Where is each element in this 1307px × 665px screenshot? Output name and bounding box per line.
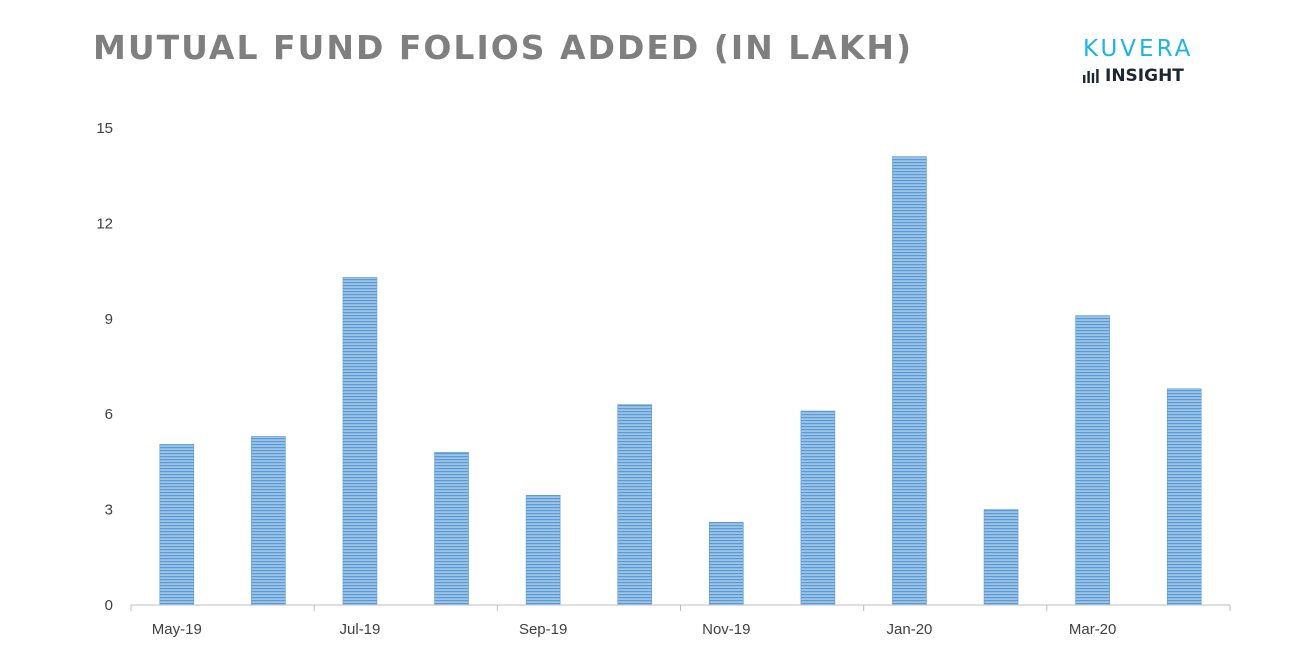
brand-sub-text: INSIGHT xyxy=(1105,66,1184,86)
brand-subtitle: INSIGHT xyxy=(1083,66,1208,86)
y-tick-label: 0 xyxy=(105,597,113,614)
y-tick-label: 9 xyxy=(105,311,113,328)
x-axis xyxy=(130,604,1231,611)
y-tick-label: 15 xyxy=(96,120,113,137)
bar-Feb-20 xyxy=(983,509,1019,606)
bar-Aug-19 xyxy=(434,452,469,606)
y-axis-labels: 0 3 6 9 12 15 xyxy=(96,120,113,614)
y-tick-label: 12 xyxy=(96,215,113,232)
brand-name: KUVERA xyxy=(1083,36,1194,62)
chart-title: MUTUAL FUND FOLIOS ADDED (IN LAKH) xyxy=(93,28,914,67)
x-tick-label: Jul-19 xyxy=(340,621,381,638)
x-tick-label: Sep-19 xyxy=(519,621,567,638)
bar-Oct-19 xyxy=(617,404,653,606)
y-tick-label: 3 xyxy=(105,502,113,519)
bar-Mar-20 xyxy=(1075,315,1110,606)
bar-Dec-19 xyxy=(800,410,836,606)
x-tick-label: Nov-19 xyxy=(702,621,750,638)
bar-chart-icon xyxy=(1083,69,1099,83)
x-tick-label: Mar-20 xyxy=(1069,621,1117,638)
bar-Jul-19 xyxy=(342,277,378,606)
x-tick-label: May-19 xyxy=(152,621,202,638)
brand-logo: KUVERA INSIGHT xyxy=(1083,36,1208,86)
bar-May-19 xyxy=(159,444,195,606)
bar-Apr-20 xyxy=(1166,388,1202,606)
bar-Sep-19 xyxy=(525,494,561,606)
bar-Jan-20 xyxy=(892,156,927,606)
bar-Jun-19 xyxy=(251,436,286,606)
bar-Nov-19 xyxy=(708,522,744,606)
x-tick-label: Jan-20 xyxy=(887,621,933,638)
bars xyxy=(159,156,1202,606)
x-axis-labels: May-19 Jul-19 Sep-19 Nov-19 Jan-20 Mar-20 xyxy=(152,621,1117,638)
y-tick-label: 6 xyxy=(105,406,113,423)
